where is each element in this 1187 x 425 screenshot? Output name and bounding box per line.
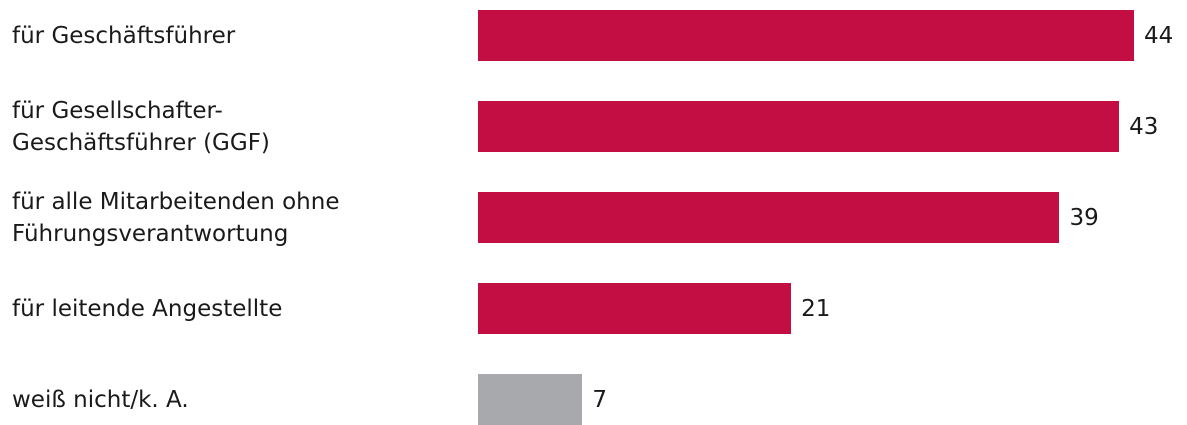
category-label: für alle Mitarbeitenden ohne Führungsver… bbox=[12, 188, 340, 247]
bar bbox=[478, 10, 1135, 61]
bar bbox=[478, 374, 583, 425]
category-label: weiß nicht/k. A. bbox=[12, 386, 189, 413]
category-label: für Geschäftsführer bbox=[12, 22, 236, 49]
value-label: 7 bbox=[592, 386, 607, 413]
value-label: 21 bbox=[801, 295, 831, 322]
bar bbox=[478, 192, 1060, 243]
value-label: 39 bbox=[1069, 204, 1099, 231]
bar bbox=[478, 101, 1120, 152]
category-label: für Gesellschafter- Geschäftsführer (GGF… bbox=[12, 97, 270, 156]
category-label: für leitende Angestellte bbox=[12, 295, 283, 322]
value-label: 43 bbox=[1129, 113, 1159, 140]
value-label: 44 bbox=[1144, 22, 1174, 49]
bar bbox=[478, 283, 792, 334]
